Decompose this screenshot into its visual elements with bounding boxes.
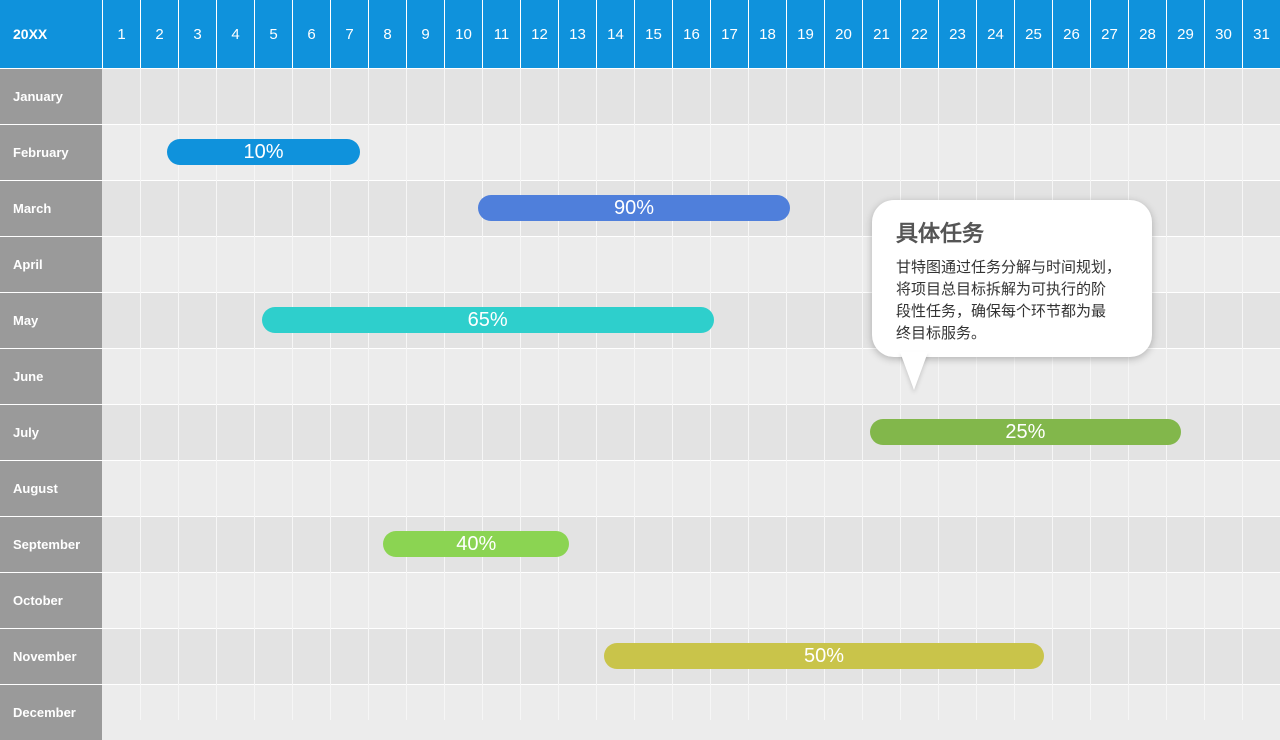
task-bar-july[interactable]: 25% — [869, 419, 1182, 445]
day-header-10: 10 — [444, 0, 482, 68]
grid-row-august — [102, 460, 1280, 516]
grid-line — [558, 68, 559, 720]
day-header-22: 22 — [900, 0, 938, 68]
task-bar-november[interactable]: 50% — [603, 643, 1045, 669]
day-header-28: 28 — [1128, 0, 1166, 68]
day-header-13: 13 — [558, 0, 596, 68]
grid-line — [1128, 68, 1129, 720]
month-label-june: June — [0, 348, 102, 404]
task-bar-march[interactable]: 90% — [478, 195, 790, 221]
day-header-8: 8 — [368, 0, 406, 68]
grid-line — [482, 68, 483, 720]
day-header-24: 24 — [976, 0, 1014, 68]
grid-line — [1090, 68, 1091, 720]
task-bar-may[interactable]: 65% — [261, 307, 714, 333]
grid-line — [938, 68, 939, 720]
day-header-16: 16 — [672, 0, 710, 68]
callout-pointer — [900, 352, 928, 390]
grid-line — [710, 68, 711, 720]
day-header-25: 25 — [1014, 0, 1052, 68]
callout-line: 段性任务，确保每个环节都为最 — [896, 302, 1107, 320]
day-header-29: 29 — [1166, 0, 1204, 68]
grid-line — [444, 68, 445, 720]
callout-body: 甘特图通过任务分解与时间规划， 将项目总目标拆解为可执行的阶 段性任务，确保每个… — [896, 256, 1128, 344]
month-label-october: October — [0, 572, 102, 628]
grid-line — [786, 68, 787, 720]
grid-row-december — [102, 684, 1280, 740]
day-header-6: 6 — [292, 0, 330, 68]
day-header-20: 20 — [824, 0, 862, 68]
day-header-17: 17 — [710, 0, 748, 68]
task-callout: 具体任务 甘特图通过任务分解与时间规划， 将项目总目标拆解为可执行的阶 段性任务… — [872, 200, 1152, 357]
month-label-december: December — [0, 684, 102, 740]
month-label-april: April — [0, 236, 102, 292]
day-header-23: 23 — [938, 0, 976, 68]
month-label-july: July — [0, 404, 102, 460]
grid-line — [1242, 68, 1243, 720]
year-label: 20XX — [0, 0, 102, 68]
month-label-march: March — [0, 180, 102, 236]
grid-line — [634, 68, 635, 720]
grid-line — [178, 68, 179, 720]
day-header-27: 27 — [1090, 0, 1128, 68]
day-header-14: 14 — [596, 0, 634, 68]
grid-line — [520, 68, 521, 720]
grid-line — [672, 68, 673, 720]
day-header-3: 3 — [178, 0, 216, 68]
day-header-7: 7 — [330, 0, 368, 68]
grid-line — [406, 68, 407, 720]
month-label-august: August — [0, 460, 102, 516]
month-label-may: May — [0, 292, 102, 348]
month-label-february: February — [0, 124, 102, 180]
day-header-30: 30 — [1204, 0, 1242, 68]
grid-line — [1166, 68, 1167, 720]
day-header-21: 21 — [862, 0, 900, 68]
day-header-31: 31 — [1242, 0, 1280, 68]
month-label-november: November — [0, 628, 102, 684]
day-header-2: 2 — [140, 0, 178, 68]
grid-line — [748, 68, 749, 720]
month-label-january: January — [0, 68, 102, 124]
day-header-4: 4 — [216, 0, 254, 68]
callout-title: 具体任务 — [896, 222, 985, 247]
callout-line: 甘特图通过任务分解与时间规划， — [896, 258, 1122, 276]
callout-line: 将项目总目标拆解为可执行的阶 — [896, 280, 1107, 298]
grid-line — [330, 68, 331, 720]
day-header-18: 18 — [748, 0, 786, 68]
grid-line — [824, 68, 825, 720]
day-header-12: 12 — [520, 0, 558, 68]
grid-line — [254, 68, 255, 720]
day-header-26: 26 — [1052, 0, 1090, 68]
day-header-5: 5 — [254, 0, 292, 68]
grid-line — [900, 68, 901, 720]
day-header-9: 9 — [406, 0, 444, 68]
day-header-1: 1 — [102, 0, 140, 68]
grid-row-october — [102, 572, 1280, 628]
day-header-15: 15 — [634, 0, 672, 68]
grid-row-june — [102, 348, 1280, 404]
day-header-19: 19 — [786, 0, 824, 68]
grid-line — [596, 68, 597, 720]
task-bar-september[interactable]: 40% — [383, 531, 570, 557]
grid-row-september — [102, 516, 1280, 572]
grid-row-january — [102, 68, 1280, 124]
grid-line — [216, 68, 217, 720]
grid-line — [140, 68, 141, 720]
month-label-september: September — [0, 516, 102, 572]
grid-line — [1014, 68, 1015, 720]
day-header-11: 11 — [482, 0, 520, 68]
grid-line — [368, 68, 369, 720]
grid-line — [976, 68, 977, 720]
grid-line — [292, 68, 293, 720]
grid-line — [1052, 68, 1053, 720]
callout-line: 终目标服务。 — [896, 324, 987, 342]
grid-line — [862, 68, 863, 720]
task-bar-february[interactable]: 10% — [166, 139, 361, 165]
grid-line — [1204, 68, 1205, 720]
